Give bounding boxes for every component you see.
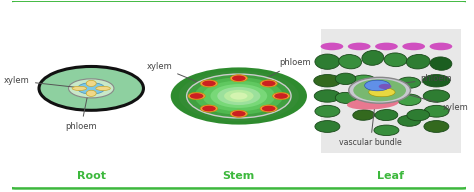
Ellipse shape [406, 55, 430, 69]
Ellipse shape [230, 75, 247, 82]
Ellipse shape [202, 81, 275, 111]
Ellipse shape [351, 92, 376, 104]
Ellipse shape [335, 73, 356, 84]
Text: phloem: phloem [268, 58, 311, 78]
Ellipse shape [210, 84, 267, 108]
Circle shape [39, 66, 144, 110]
Circle shape [349, 77, 410, 103]
Circle shape [262, 106, 275, 111]
Ellipse shape [187, 74, 291, 118]
Text: Root: Root [77, 171, 106, 181]
Ellipse shape [374, 125, 399, 136]
Ellipse shape [398, 77, 420, 88]
Ellipse shape [230, 92, 247, 100]
Text: phloem: phloem [392, 74, 452, 85]
Ellipse shape [201, 105, 218, 112]
Ellipse shape [315, 54, 340, 69]
Circle shape [202, 106, 216, 111]
Ellipse shape [179, 71, 299, 121]
Ellipse shape [430, 57, 452, 70]
Ellipse shape [339, 55, 362, 69]
Ellipse shape [273, 92, 290, 100]
Circle shape [262, 81, 275, 86]
Ellipse shape [188, 92, 205, 100]
Ellipse shape [375, 43, 398, 50]
Circle shape [78, 83, 105, 94]
Ellipse shape [369, 88, 395, 97]
Ellipse shape [315, 105, 340, 117]
Ellipse shape [398, 115, 420, 126]
FancyBboxPatch shape [320, 29, 461, 153]
Circle shape [202, 81, 216, 86]
Ellipse shape [424, 121, 449, 132]
Ellipse shape [72, 86, 87, 90]
Ellipse shape [384, 53, 407, 67]
Text: Stem: Stem [223, 171, 255, 181]
Circle shape [190, 93, 203, 99]
Ellipse shape [348, 43, 371, 50]
Ellipse shape [86, 90, 96, 96]
Ellipse shape [260, 105, 277, 112]
Circle shape [365, 80, 390, 91]
Circle shape [232, 75, 246, 81]
Ellipse shape [335, 92, 356, 103]
Ellipse shape [314, 90, 341, 102]
Ellipse shape [217, 87, 260, 105]
Ellipse shape [315, 121, 340, 132]
Circle shape [232, 111, 246, 117]
Text: vascular bundle: vascular bundle [339, 105, 402, 147]
Ellipse shape [362, 50, 384, 65]
Ellipse shape [429, 43, 452, 50]
Ellipse shape [375, 110, 398, 121]
Ellipse shape [194, 77, 283, 115]
Text: xylem: xylem [4, 76, 74, 87]
Ellipse shape [201, 80, 218, 87]
FancyBboxPatch shape [9, 1, 469, 188]
Ellipse shape [320, 43, 343, 50]
Ellipse shape [171, 67, 307, 125]
Ellipse shape [424, 105, 449, 117]
Ellipse shape [423, 90, 449, 102]
Ellipse shape [407, 109, 429, 121]
Ellipse shape [224, 90, 254, 102]
Circle shape [353, 79, 406, 101]
Ellipse shape [96, 86, 110, 90]
Ellipse shape [397, 94, 421, 106]
Ellipse shape [402, 43, 425, 50]
Ellipse shape [423, 74, 450, 87]
Ellipse shape [260, 80, 277, 87]
Ellipse shape [351, 75, 376, 86]
Text: phloem: phloem [65, 98, 97, 131]
Text: Leaf: Leaf [377, 171, 404, 181]
Ellipse shape [353, 110, 374, 120]
Ellipse shape [347, 98, 399, 110]
Ellipse shape [86, 80, 96, 86]
Text: xylem: xylem [405, 94, 469, 112]
Ellipse shape [230, 110, 247, 117]
Circle shape [379, 84, 392, 89]
Ellipse shape [314, 74, 341, 87]
Text: xylem: xylem [146, 62, 199, 83]
Circle shape [274, 93, 288, 99]
Circle shape [69, 79, 114, 98]
